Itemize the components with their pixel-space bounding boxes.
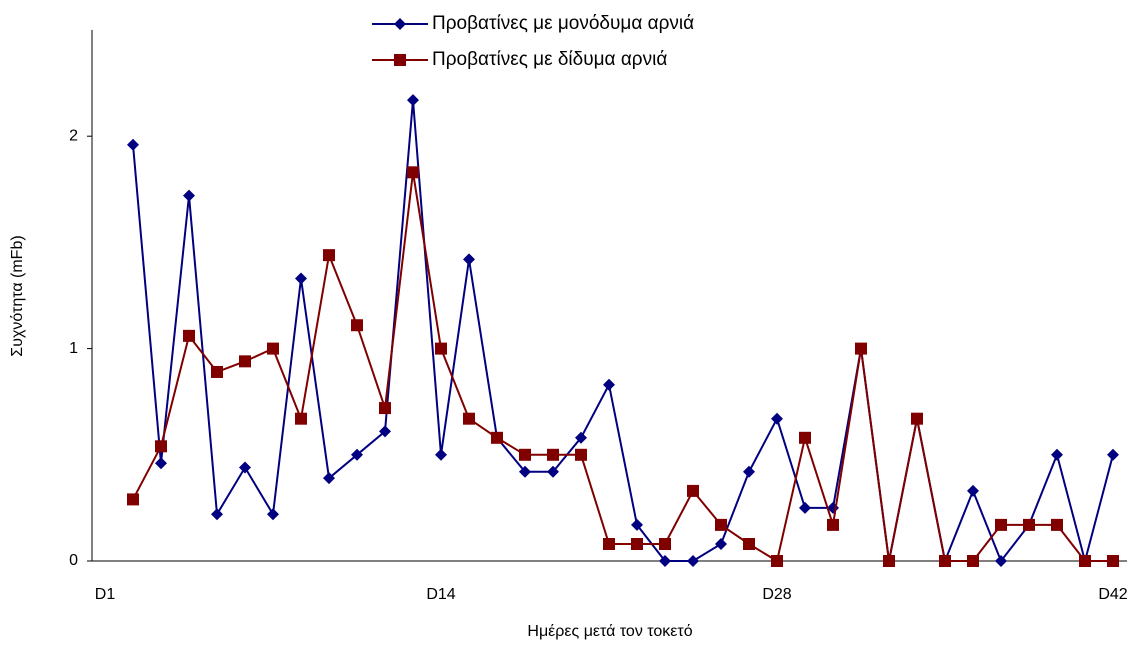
data-point: [323, 249, 335, 262]
data-point: [295, 412, 307, 425]
data-point: [183, 189, 195, 202]
x-tick-label: D42: [1098, 586, 1127, 603]
y-tick-label: 1: [69, 340, 78, 357]
data-point: [575, 431, 587, 444]
data-point: [1079, 555, 1091, 567]
data-point: [799, 431, 811, 444]
data-point: [463, 412, 475, 425]
data-point: [379, 425, 391, 438]
data-point: [827, 518, 839, 531]
data-point: [547, 465, 559, 478]
y-tick-label: 0: [69, 552, 78, 569]
data-point: [631, 518, 643, 531]
data-point: [995, 518, 1007, 531]
legend-label: Προβατίνες με μονόδυμα αρνιά: [432, 13, 694, 34]
data-point: [659, 555, 671, 567]
x-axis-title: Ημέρες μετά τον τοκετό: [527, 623, 692, 640]
data-point: [911, 412, 923, 425]
data-point: [211, 508, 223, 521]
y-tick-label: 2: [69, 127, 78, 144]
data-point: [967, 484, 979, 497]
data-point: [491, 431, 503, 444]
data-point: [715, 518, 727, 531]
data-point: [239, 355, 251, 368]
data-point: [687, 555, 699, 567]
data-point: [155, 457, 167, 470]
x-tick-label: D14: [426, 586, 455, 603]
data-point: [379, 402, 391, 415]
data-point: [407, 166, 419, 179]
data-point: [855, 342, 867, 355]
data-point: [631, 538, 643, 551]
data-point: [967, 555, 979, 567]
x-tick-label: D28: [762, 586, 791, 603]
data-point: [267, 508, 279, 521]
data-point: [211, 365, 223, 378]
data-point: [743, 465, 755, 478]
data-point: [519, 448, 531, 461]
data-point: [1023, 518, 1035, 531]
data-point: [995, 555, 1007, 567]
data-point: [323, 472, 335, 485]
data-point: [1107, 448, 1119, 461]
data-point: [603, 378, 615, 391]
data-point: [1107, 555, 1119, 567]
data-point: [351, 448, 363, 461]
data-point: [463, 253, 475, 266]
data-point: [715, 538, 727, 551]
data-point: [799, 501, 811, 514]
data-point: [743, 538, 755, 551]
data-point: [351, 319, 363, 332]
series-line: [132, 100, 1114, 565]
data-point: [127, 138, 139, 151]
data-point: [239, 461, 251, 474]
data-point: [519, 465, 531, 478]
data-point: [939, 555, 951, 567]
data-point: [435, 448, 447, 461]
data-point: [603, 538, 615, 551]
data-point: [183, 329, 195, 342]
legend-marker: [394, 54, 406, 66]
data-point: [883, 555, 895, 567]
x-tick-label: D1: [95, 586, 116, 603]
data-point: [547, 448, 559, 461]
data-point: [407, 94, 419, 107]
legend-label: Προβατίνες με δίδυμα αρνιά: [432, 49, 667, 70]
data-point: [1051, 518, 1063, 531]
data-point: [771, 412, 783, 425]
data-point: [127, 493, 139, 506]
data-point: [687, 484, 699, 497]
data-point: [659, 538, 671, 551]
data-point: [575, 448, 587, 461]
legend-marker: [394, 18, 406, 30]
data-point: [1051, 448, 1063, 461]
data-point: [295, 272, 307, 285]
data-point: [771, 555, 783, 567]
data-point: [155, 440, 167, 453]
data-point: [435, 342, 447, 355]
data-point: [267, 342, 279, 355]
y-axis-title: Συχνότητα (mFb): [9, 235, 26, 356]
